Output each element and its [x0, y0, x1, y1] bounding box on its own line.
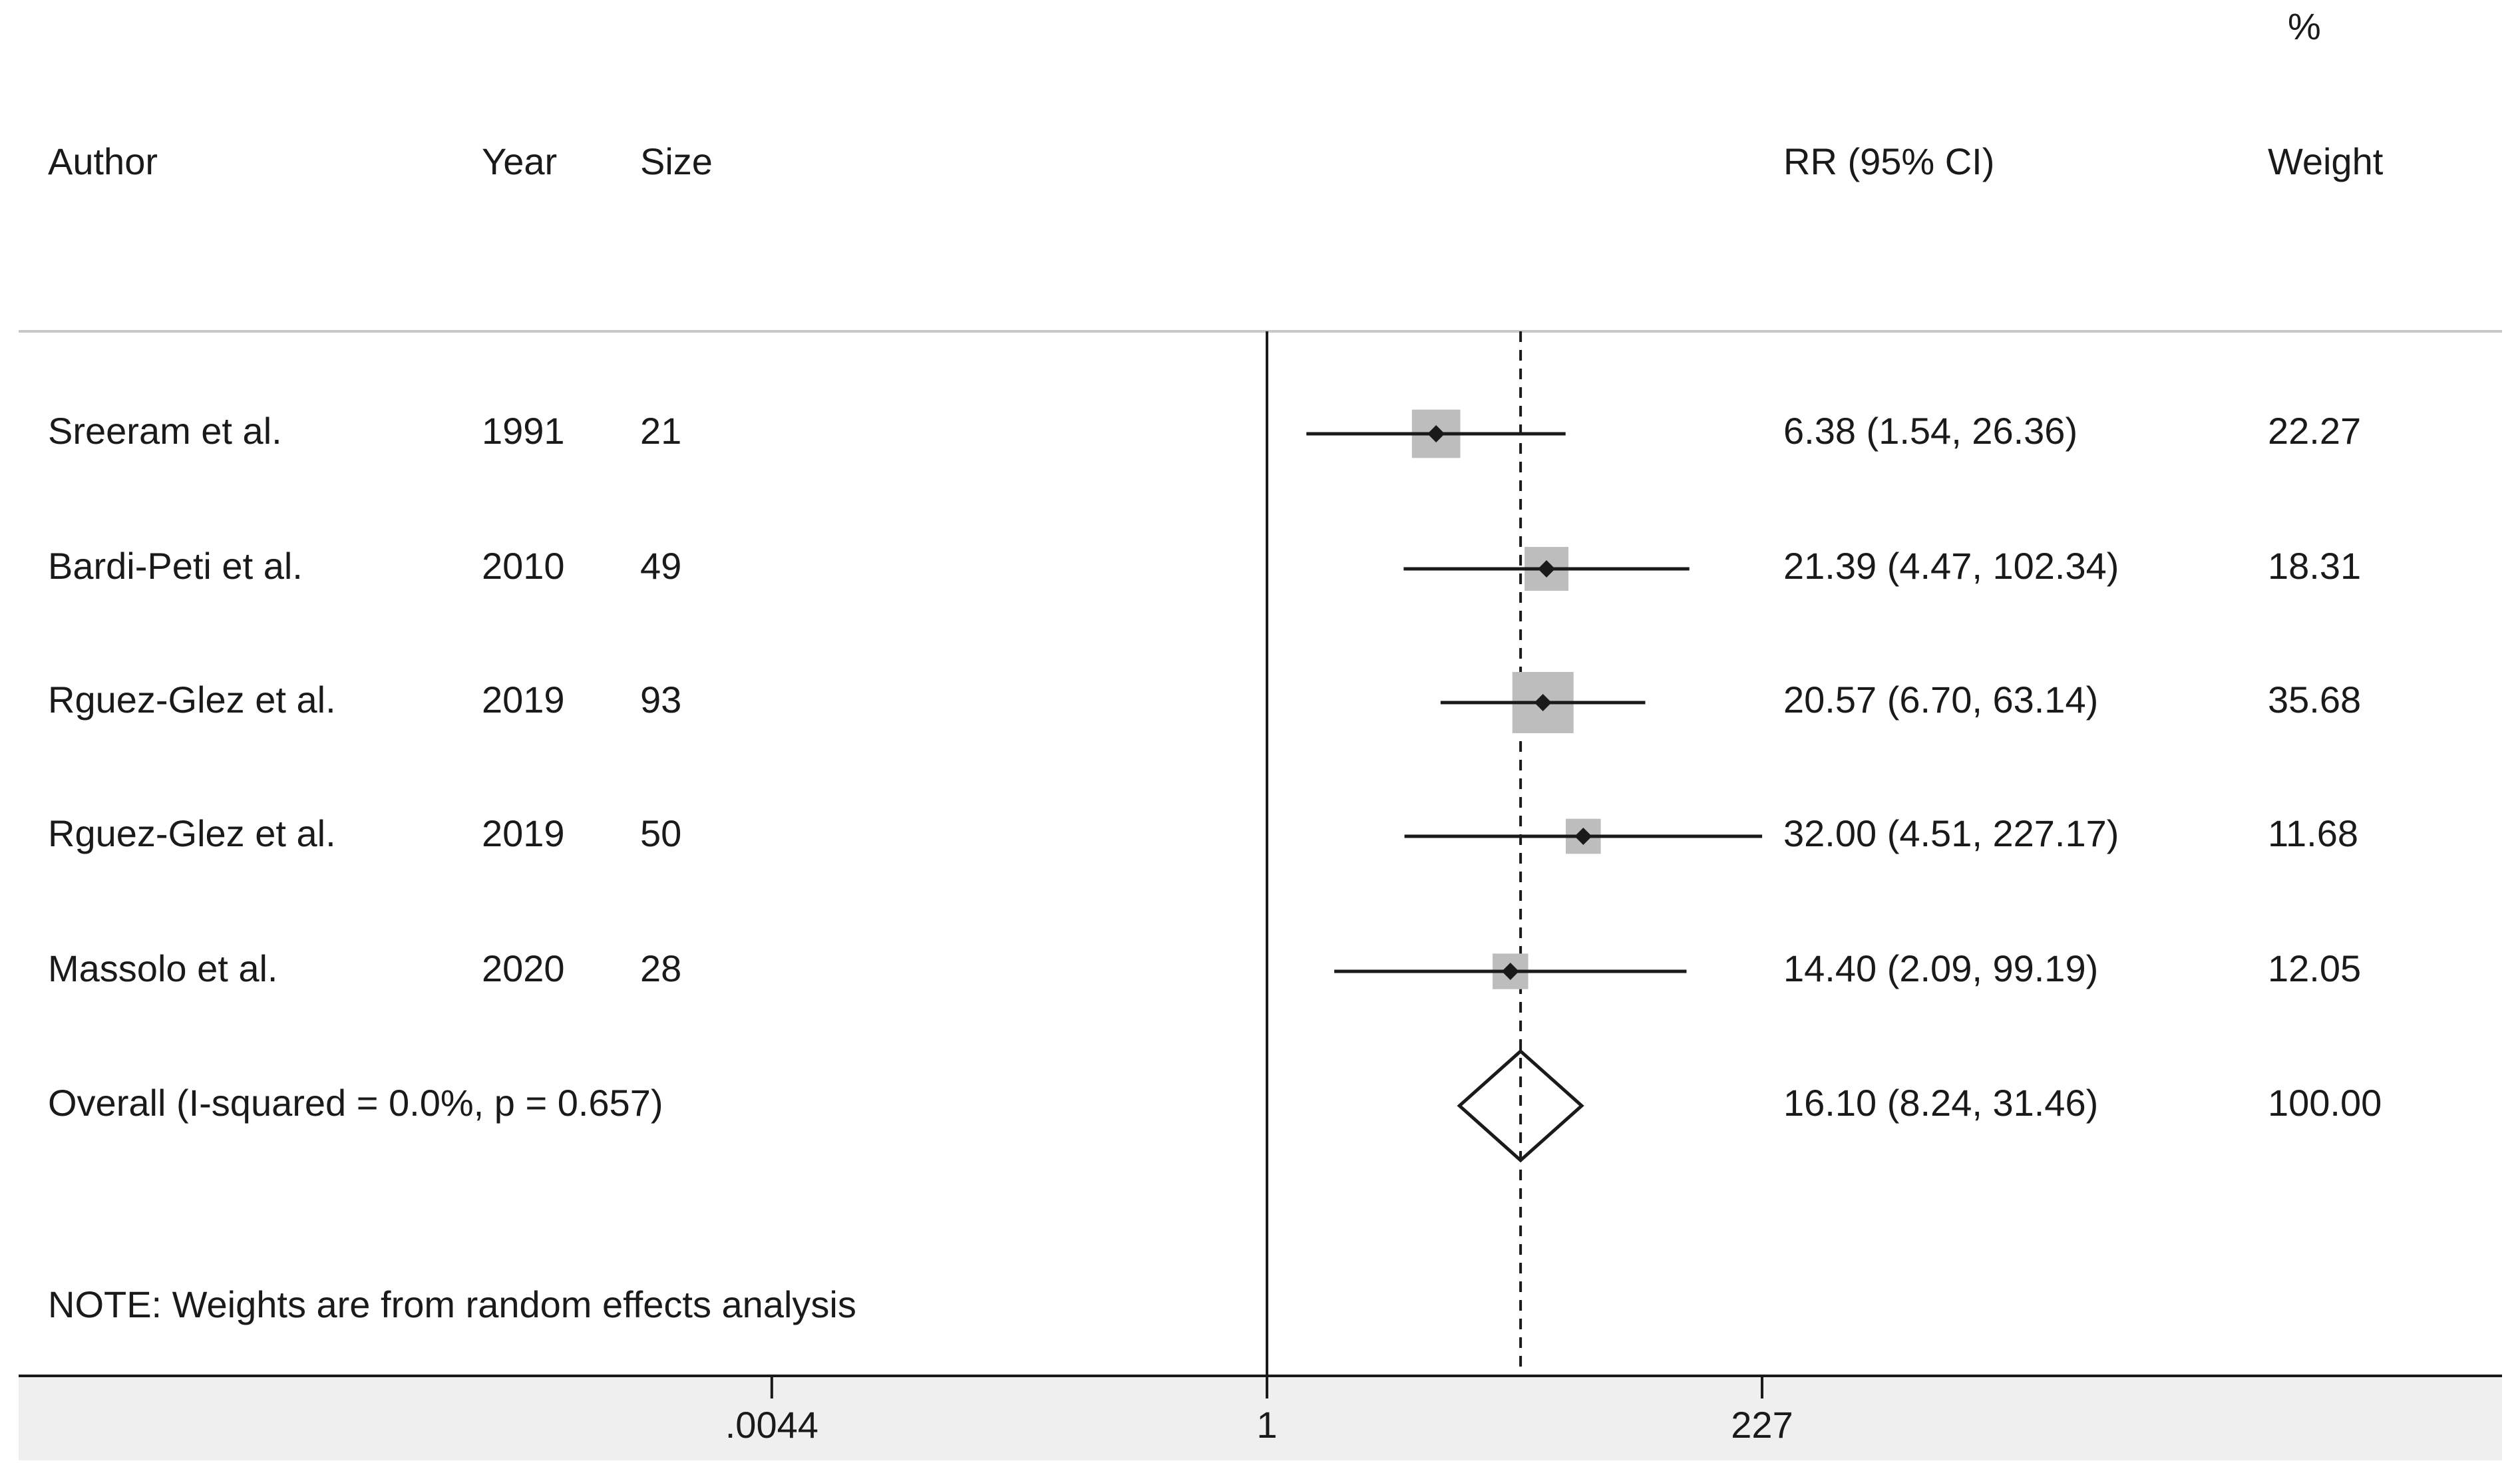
study-author: Rguez-Glez et al.: [48, 679, 336, 721]
header-year: Year: [482, 140, 557, 182]
footnote: NOTE: Weights are from random effects an…: [48, 1283, 856, 1325]
study-ci-text: 14.40 (2.09, 99.19): [1783, 947, 2098, 989]
study-weight: 18.31: [2268, 545, 2361, 587]
study-size: 49: [640, 545, 681, 587]
study-ci-text: 32.00 (4.51, 227.17): [1783, 812, 2119, 854]
study-year: 2019: [482, 812, 565, 854]
x-axis-tick-label: 227: [1731, 1404, 1793, 1446]
study-author: Bardi-Peti et al.: [48, 545, 303, 587]
header-effect: RR (95% CI): [1783, 140, 1994, 182]
overall-ci-text: 16.10 (8.24, 31.46): [1783, 1082, 2098, 1124]
study-size: 21: [640, 410, 681, 452]
study-year: 2020: [482, 947, 565, 989]
study-point-estimate: [1574, 828, 1592, 845]
study-ci-text: 20.57 (6.70, 63.14): [1783, 679, 2098, 721]
study-point-estimate: [1538, 560, 1556, 577]
study-year: 2019: [482, 679, 565, 721]
header-weight: Weight: [2268, 140, 2384, 182]
overall-weight: 100.00: [2268, 1082, 2382, 1124]
study-author: Rguez-Glez et al.: [48, 812, 336, 854]
study-author: Sreeram et al.: [48, 410, 282, 452]
study-year: 1991: [482, 410, 565, 452]
study-ci-text: 6.38 (1.54, 26.36): [1783, 410, 2077, 452]
overall-label: Overall (I-squared = 0.0%, p = 0.657): [48, 1082, 663, 1124]
study-size: 93: [640, 679, 681, 721]
study-weight: 12.05: [2268, 947, 2361, 989]
study-point-estimate: [1501, 963, 1519, 980]
x-axis-tick-label: 1: [1256, 1404, 1277, 1446]
study-year: 2010: [482, 545, 565, 587]
header-percent: %: [2288, 5, 2321, 47]
study-size: 50: [640, 812, 681, 854]
header-author: Author: [48, 140, 158, 182]
overall-diamond: [1457, 1049, 1584, 1163]
study-point-estimate: [1427, 425, 1445, 442]
study-point-estimate: [1534, 694, 1552, 711]
study-weight: 22.27: [2268, 410, 2361, 452]
study-ci-text: 21.39 (4.47, 102.34): [1783, 545, 2119, 587]
study-weight: 35.68: [2268, 679, 2361, 721]
study-weight: 11.68: [2268, 812, 2358, 854]
study-size: 28: [640, 947, 681, 989]
x-axis-tick-label: .0044: [725, 1404, 818, 1446]
axis-label-band: [19, 1376, 2502, 1460]
header-size: Size: [640, 140, 713, 182]
study-author: Massolo et al.: [48, 947, 278, 989]
